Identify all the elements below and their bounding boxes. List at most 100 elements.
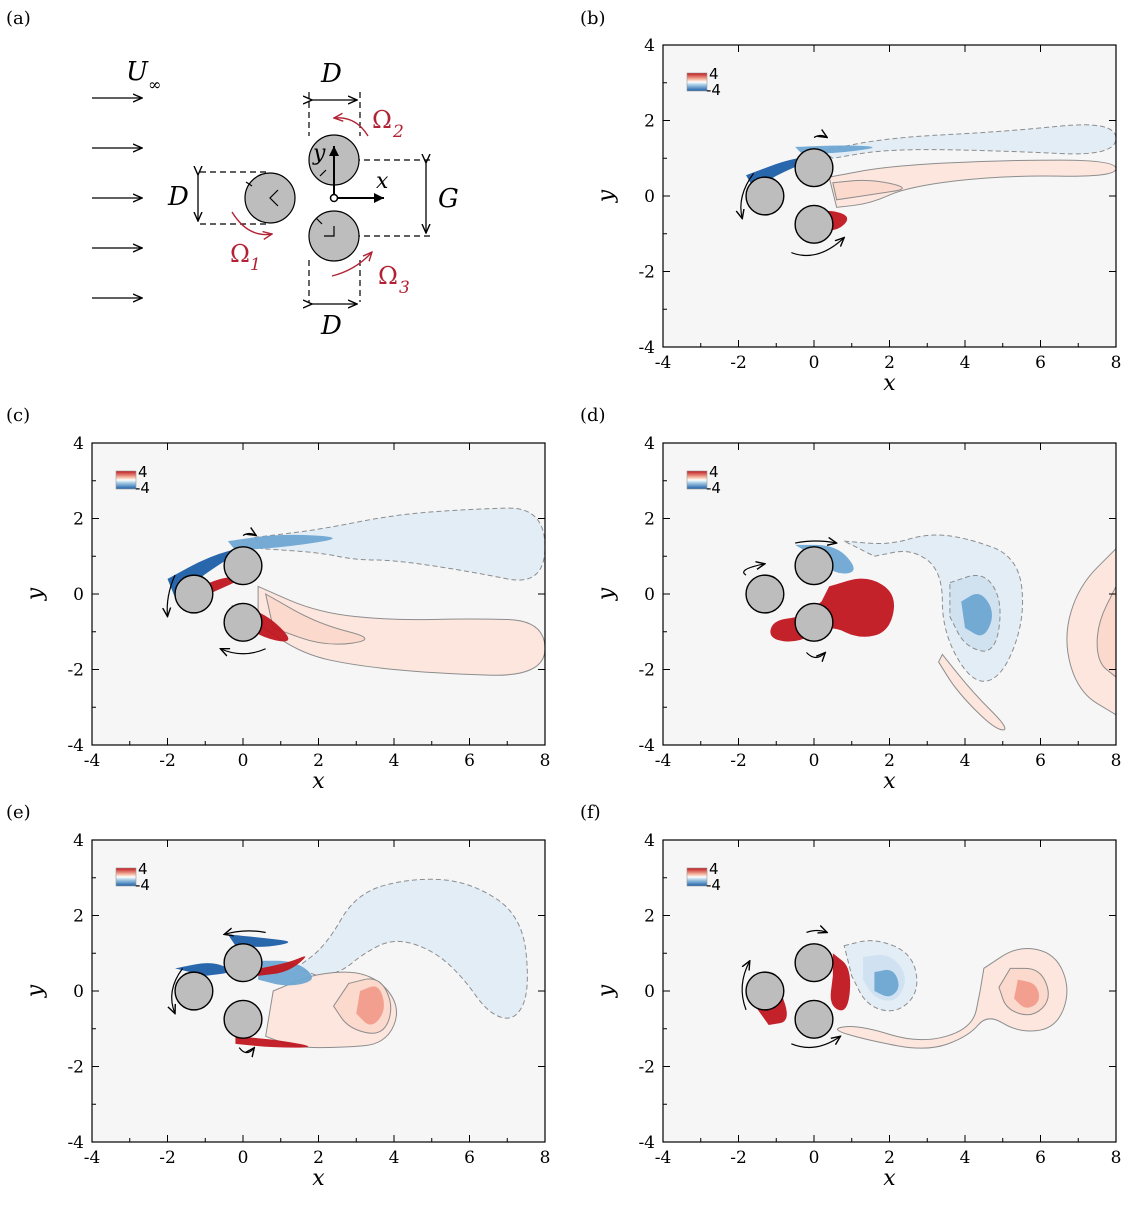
cylinder bbox=[745, 176, 785, 216]
y-tick-label: -2 bbox=[638, 263, 655, 283]
x-tick-label: 8 bbox=[540, 751, 551, 771]
rotation-arrow bbox=[806, 653, 825, 658]
x-axis-label: x bbox=[883, 371, 896, 396]
diameter-label-left: D bbox=[167, 182, 189, 212]
rotation-arrow bbox=[791, 238, 844, 257]
y-tick-label: 0 bbox=[644, 187, 655, 207]
x-tick-label: 0 bbox=[809, 1148, 820, 1168]
positive-vorticity-region bbox=[257, 585, 545, 676]
panel-label: (b) bbox=[580, 8, 606, 29]
positive-vorticity-region bbox=[938, 653, 1006, 731]
svg-text:Ω: Ω bbox=[230, 240, 250, 268]
x-tick-label: 2 bbox=[313, 751, 324, 771]
colorbar bbox=[686, 867, 708, 887]
dimension-lines bbox=[200, 92, 432, 302]
rotation-arrow bbox=[791, 1036, 840, 1049]
freestream-arrows bbox=[92, 98, 142, 298]
negative-vorticity-region bbox=[294, 878, 528, 1019]
y-tick-label: 4 bbox=[644, 36, 655, 56]
x-tick-label: 0 bbox=[809, 353, 820, 373]
x-tick-label: 8 bbox=[540, 1148, 551, 1168]
omega-1: Ω 1 bbox=[230, 240, 261, 275]
plot-background bbox=[92, 443, 545, 745]
rotation-arrow bbox=[806, 930, 827, 932]
positive-vorticity-region bbox=[235, 1036, 309, 1048]
x-tick-label: 2 bbox=[884, 1148, 895, 1168]
x-tick-label: 8 bbox=[1111, 751, 1122, 771]
colorbar-min-label: -4 bbox=[706, 81, 721, 99]
cylinder bbox=[794, 148, 834, 188]
x-axis-label: x bbox=[312, 769, 325, 794]
rotation-arrow bbox=[795, 541, 837, 543]
rotation-arrow bbox=[741, 961, 750, 1011]
positive-vorticity-region bbox=[1066, 547, 1116, 716]
negative-vorticity-region bbox=[253, 507, 545, 581]
x-tick-label: 4 bbox=[960, 751, 971, 771]
svg-text:1: 1 bbox=[250, 255, 261, 275]
colorbar-min-label: -4 bbox=[135, 479, 150, 497]
y-tick-label: 0 bbox=[73, 585, 84, 605]
x-tick-label: 0 bbox=[238, 1148, 249, 1168]
origin-marker bbox=[329, 193, 339, 203]
x-tick-label: 2 bbox=[884, 353, 895, 373]
colorbar-max-label: 4 bbox=[138, 860, 148, 878]
negative-vorticity-region bbox=[961, 594, 992, 636]
colorbar-min-label: -4 bbox=[135, 876, 150, 894]
cylinder bbox=[745, 971, 785, 1011]
y-axis-label: y bbox=[23, 587, 48, 601]
x-axis-label: x bbox=[883, 769, 896, 794]
positive-vorticity-region bbox=[1096, 586, 1116, 678]
positive-vorticity-region bbox=[1014, 979, 1039, 1008]
cylinder bbox=[223, 602, 263, 642]
x-tick-label: 6 bbox=[464, 751, 475, 771]
y-axis-label: y bbox=[594, 587, 619, 601]
rotation-arrow bbox=[167, 574, 176, 617]
y-axis-label: y bbox=[594, 189, 619, 203]
x-tick-label: 2 bbox=[313, 1148, 324, 1168]
positive-vorticity-region bbox=[830, 953, 851, 1011]
x-tick-label: 4 bbox=[389, 1148, 400, 1168]
colorbar bbox=[115, 867, 137, 887]
cylinder bbox=[794, 999, 834, 1039]
x-tick-label: 6 bbox=[1035, 353, 1046, 373]
x-tick-label: -4 bbox=[84, 751, 101, 771]
x-axis-label: x bbox=[312, 1166, 325, 1191]
cylinder bbox=[745, 574, 785, 614]
freestream-label: U bbox=[126, 57, 149, 87]
freestream-subscript: ∞ bbox=[148, 75, 161, 94]
cylinder bbox=[794, 546, 834, 586]
y-tick-label: -4 bbox=[638, 736, 655, 756]
x-tick-label: 6 bbox=[1035, 1148, 1046, 1168]
x-tick-label: 8 bbox=[1111, 353, 1122, 373]
x-tick-label: 0 bbox=[809, 751, 820, 771]
angle-marks bbox=[245, 169, 335, 237]
rotation-arrow bbox=[743, 564, 765, 576]
omega-2: Ω 2 bbox=[372, 106, 404, 142]
cylinder bbox=[174, 971, 214, 1011]
vorticity-contours bbox=[741, 124, 1116, 257]
axis-y-label: y bbox=[312, 141, 326, 166]
axis-x-label: x bbox=[376, 169, 389, 194]
colorbar-min-label: -4 bbox=[706, 876, 721, 894]
vorticity-contours bbox=[172, 878, 528, 1052]
vorticity-contours bbox=[743, 534, 1116, 731]
x-tick-label: -4 bbox=[655, 1148, 672, 1168]
colorbar bbox=[686, 72, 708, 92]
x-tick-label: -4 bbox=[655, 751, 672, 771]
y-tick-label: 0 bbox=[644, 585, 655, 605]
cylinder bbox=[794, 943, 834, 983]
y-tick-label: 4 bbox=[644, 831, 655, 851]
x-tick-label: -4 bbox=[84, 1148, 101, 1168]
y-tick-label: 2 bbox=[644, 907, 655, 927]
y-tick-label: 2 bbox=[644, 510, 655, 530]
plot-background bbox=[663, 45, 1116, 347]
rotation-arrow bbox=[813, 135, 827, 137]
colorbar-max-label: 4 bbox=[138, 463, 148, 481]
negative-vorticity-region bbox=[175, 963, 229, 976]
diameter-label-top: D bbox=[320, 59, 342, 89]
colorbar-min-label: -4 bbox=[706, 479, 721, 497]
colorbar-max-label: 4 bbox=[709, 65, 719, 83]
cylinder bbox=[223, 999, 263, 1039]
